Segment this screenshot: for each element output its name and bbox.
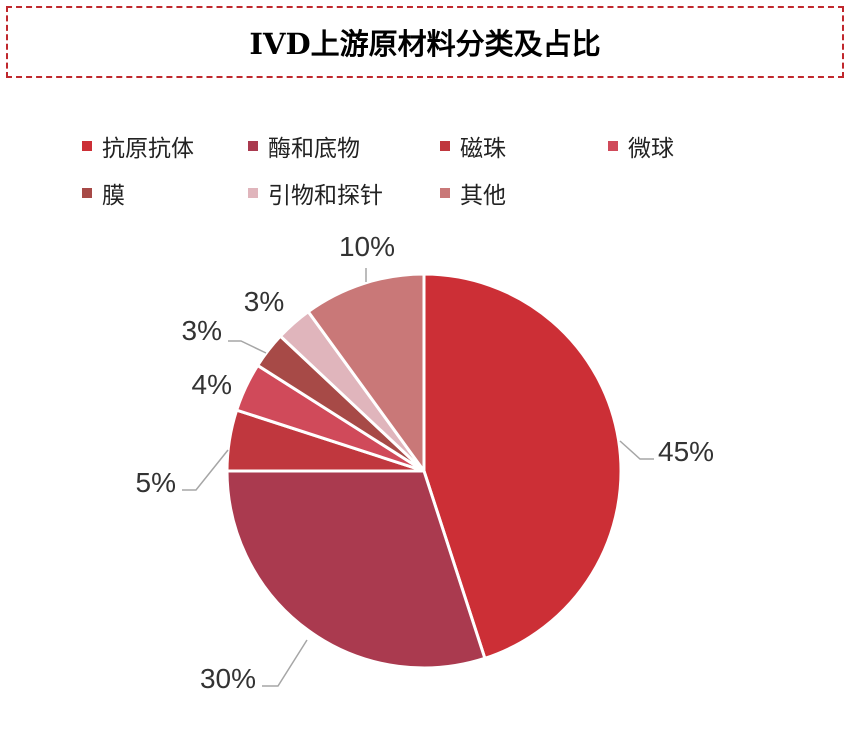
legend-swatch (248, 188, 258, 198)
legend-item: 磁珠 (440, 129, 506, 163)
pie-slice (306, 272, 426, 476)
legend-swatch (608, 141, 618, 151)
legend-swatch (440, 188, 450, 198)
legend-label: 酶和底物 (268, 136, 360, 162)
legend-label: 磁珠 (460, 136, 506, 162)
legend-label: 微球 (628, 136, 674, 162)
pie-slice (225, 469, 487, 670)
pie-slice (422, 272, 623, 661)
data-label: 30% (200, 663, 256, 694)
data-label: 45% (658, 436, 714, 467)
leader-line (228, 340, 267, 354)
data-label: 4% (192, 369, 232, 400)
leader-line (182, 449, 229, 491)
legend-swatch (248, 141, 258, 151)
title-box: IVD上游原材料分类及占比 (6, 6, 844, 78)
leader-line (262, 639, 308, 687)
data-label: 10% (339, 231, 395, 262)
data-label: 5% (136, 467, 176, 498)
legend-label: 膜 (102, 183, 125, 209)
legend-item: 酶和底物 (248, 129, 360, 163)
legend-label: 其他 (460, 183, 506, 209)
legend-item: 膜 (82, 176, 125, 210)
chart-title: IVD上游原材料分类及占比 (249, 27, 601, 61)
legend-item: 微球 (608, 129, 674, 163)
legend-swatch (82, 141, 92, 151)
legend-label: 抗原抗体 (102, 136, 194, 162)
legend-item: 抗原抗体 (82, 129, 194, 163)
legend-label: 引物和探针 (268, 183, 383, 209)
data-label: 3% (182, 315, 222, 346)
legend-swatch (440, 141, 450, 151)
legend-swatch (82, 188, 92, 198)
leader-line (619, 440, 654, 460)
legend-item: 其他 (440, 176, 506, 210)
data-label: 3% (244, 286, 284, 317)
legend-item: 引物和探针 (248, 176, 383, 210)
